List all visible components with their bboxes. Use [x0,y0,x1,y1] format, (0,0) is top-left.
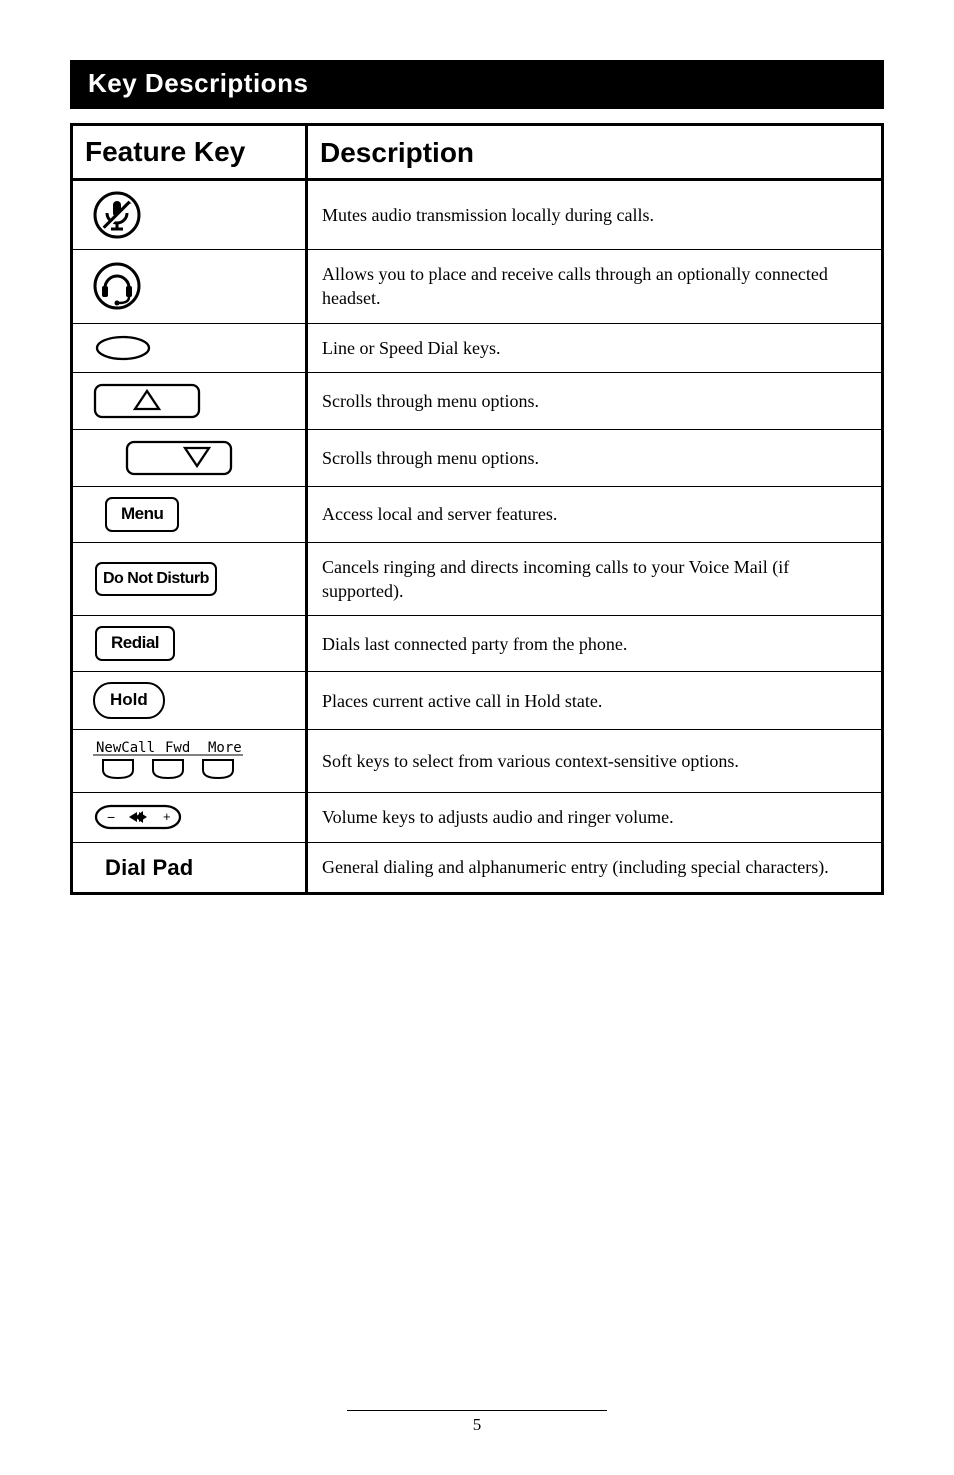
table-row: Line or Speed Dial keys. [72,323,883,372]
feature-key-cell: Hold [72,672,307,730]
feature-key-cell [72,730,307,793]
feature-key-cell: Menu [72,486,307,542]
table-row: Mutes audio transmission locally during … [72,180,883,250]
mic-mute-icon [93,191,141,239]
feature-key-cell: Dial Pad [72,842,307,894]
page-number: 5 [473,1415,482,1434]
table-row: Menu Access local and server features. [72,486,883,542]
feature-key-cell: Do Not Disturb [72,542,307,616]
line-key-icon [93,334,153,362]
dnd-button-graphic: Do Not Disturb [95,562,217,596]
menu-button-graphic: Menu [105,497,179,532]
table-header-key: Feature Key [72,125,307,180]
scroll-up-icon [93,383,203,419]
description-cell: Cancels ringing and directs incoming cal… [307,542,883,616]
table-row: Allows you to place and receive calls th… [72,250,883,324]
feature-key-cell [72,793,307,842]
description-cell: Soft keys to select from various context… [307,730,883,793]
scroll-down-icon [125,440,235,476]
redial-button-graphic: Redial [95,626,175,661]
footer-rule [347,1410,607,1411]
dial-pad-label: Dial Pad [105,855,193,880]
table-row: Scrolls through menu options. [72,372,883,429]
feature-key-cell [72,250,307,324]
table-row: Volume keys to adjusts audio and ringer … [72,793,883,842]
page-footer: 5 [0,1410,954,1435]
feature-key-cell [72,372,307,429]
hold-button-graphic: Hold [93,682,165,719]
description-cell: Scrolls through menu options. [307,429,883,486]
feature-key-cell: Redial [72,616,307,672]
table-row: Do Not Disturb Cancels ringing and direc… [72,542,883,616]
description-cell: Places current active call in Hold state… [307,672,883,730]
description-cell: Line or Speed Dial keys. [307,323,883,372]
description-cell: Scrolls through menu options. [307,372,883,429]
section-title: Key Descriptions [70,60,884,109]
feature-key-cell [72,323,307,372]
feature-key-cell [72,429,307,486]
key-descriptions-table: Feature Key Description Mutes audio tran… [70,123,884,895]
description-cell: Volume keys to adjusts audio and ringer … [307,793,883,842]
description-cell: Access local and server features. [307,486,883,542]
table-row: Hold Places current active call in Hold … [72,672,883,730]
table-header-desc: Description [307,125,883,180]
table-row: Dial Pad General dialing and alphanumeri… [72,842,883,894]
description-cell: Mutes audio transmission locally during … [307,180,883,250]
volume-rocker-icon [93,803,185,831]
table-row: Redial Dials last connected party from t… [72,616,883,672]
headset-icon [93,262,141,310]
feature-key-cell [72,180,307,250]
table-row: Soft keys to select from various context… [72,730,883,793]
description-cell: General dialing and alphanumeric entry (… [307,842,883,894]
table-row: Scrolls through menu options. [72,429,883,486]
description-cell: Allows you to place and receive calls th… [307,250,883,324]
softkeys-icon [93,740,245,782]
description-cell: Dials last connected party from the phon… [307,616,883,672]
